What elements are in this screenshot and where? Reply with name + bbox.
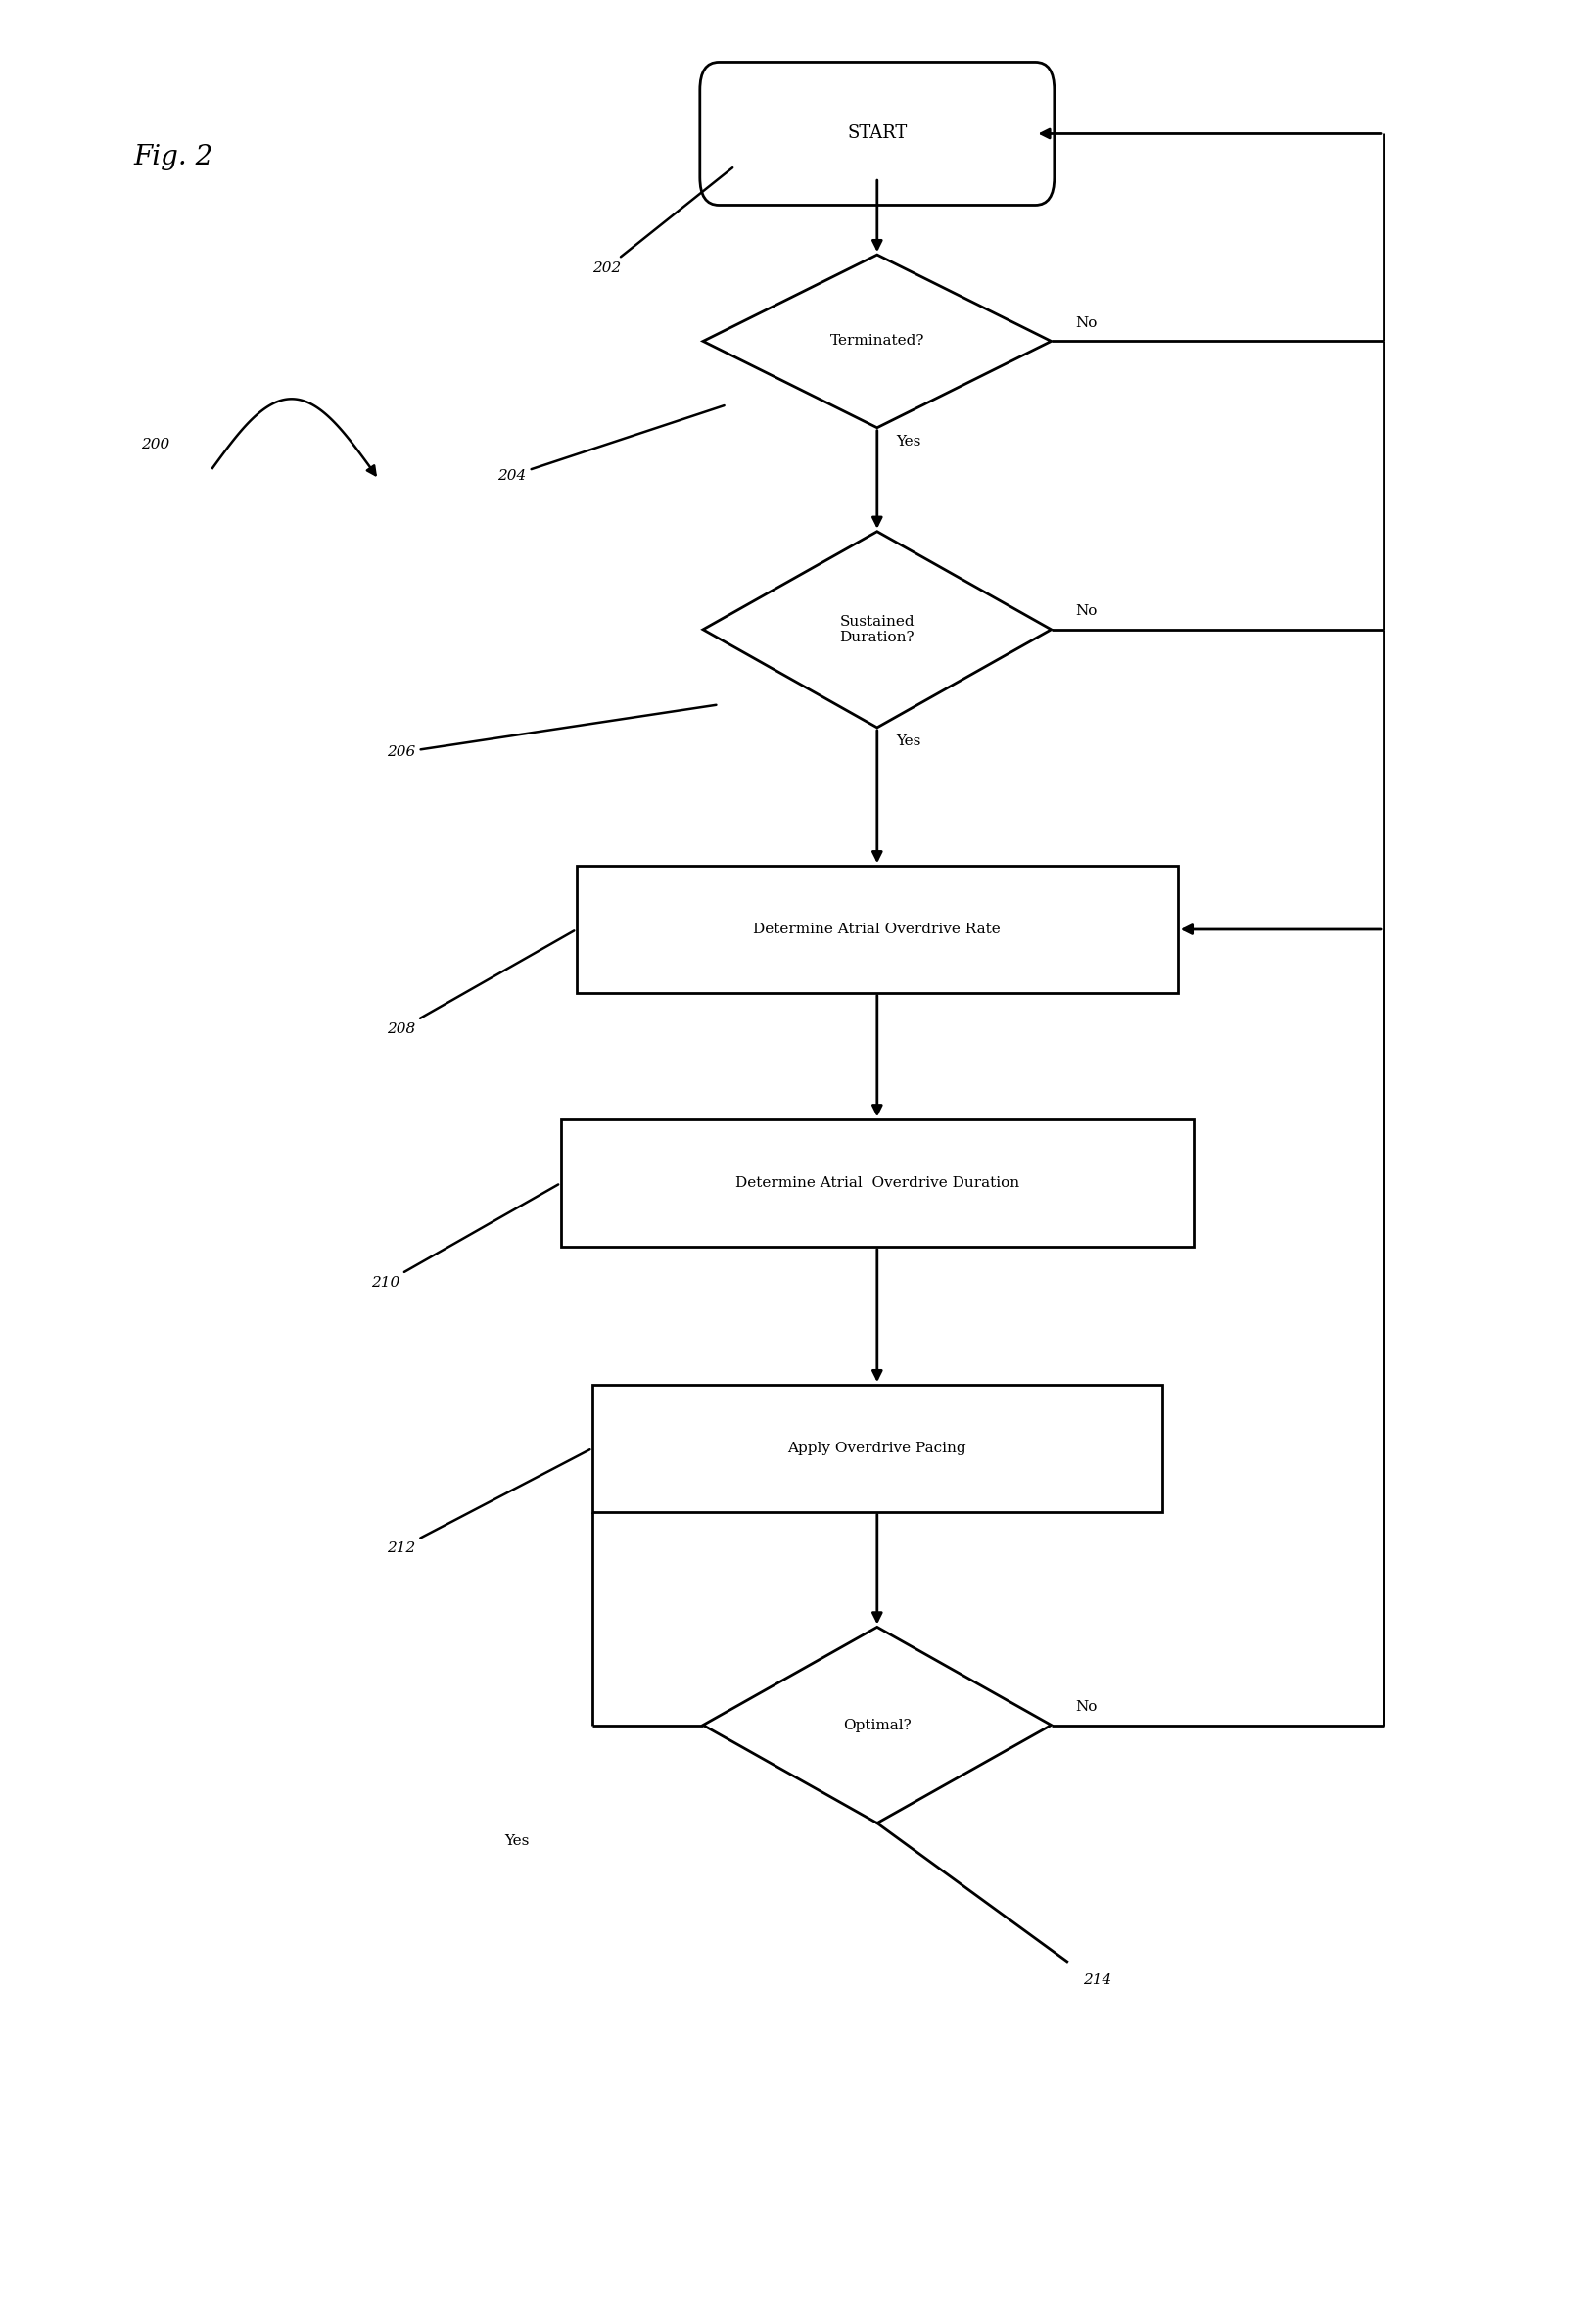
Text: Yes: Yes [895, 434, 921, 448]
Text: 212: 212 [386, 1450, 591, 1554]
Text: No: No [1076, 1701, 1096, 1714]
Bar [592, 1385, 1162, 1513]
Polygon shape [704, 531, 1052, 728]
Text: No: No [1076, 316, 1096, 329]
Text: 210: 210 [370, 1186, 559, 1290]
Text: Yes: Yes [895, 735, 921, 747]
Text: No: No [1076, 603, 1096, 617]
Text: 208: 208 [386, 930, 575, 1037]
Text: Determine Atrial Overdrive Rate: Determine Atrial Overdrive Rate [753, 923, 1001, 937]
FancyBboxPatch shape [701, 63, 1055, 204]
Bar [576, 865, 1178, 993]
Bar [560, 1121, 1194, 1246]
Text: 214: 214 [1082, 1972, 1111, 1986]
Text: Optimal?: Optimal? [843, 1719, 911, 1733]
Polygon shape [704, 1626, 1052, 1824]
Text: Fig. 2: Fig. 2 [134, 144, 212, 169]
Text: 202: 202 [592, 167, 733, 276]
Text: 200: 200 [142, 438, 169, 452]
Text: 204: 204 [498, 406, 725, 483]
Text: Determine Atrial  Overdrive Duration: Determine Atrial Overdrive Duration [736, 1176, 1020, 1190]
Text: Apply Overdrive Pacing: Apply Overdrive Pacing [788, 1441, 967, 1455]
Text: Terminated?: Terminated? [830, 334, 924, 348]
Text: Sustained
Duration?: Sustained Duration? [839, 615, 915, 645]
Text: 206: 206 [386, 705, 717, 759]
Polygon shape [704, 255, 1052, 427]
Text: START: START [847, 125, 907, 142]
Text: Yes: Yes [504, 1835, 528, 1849]
